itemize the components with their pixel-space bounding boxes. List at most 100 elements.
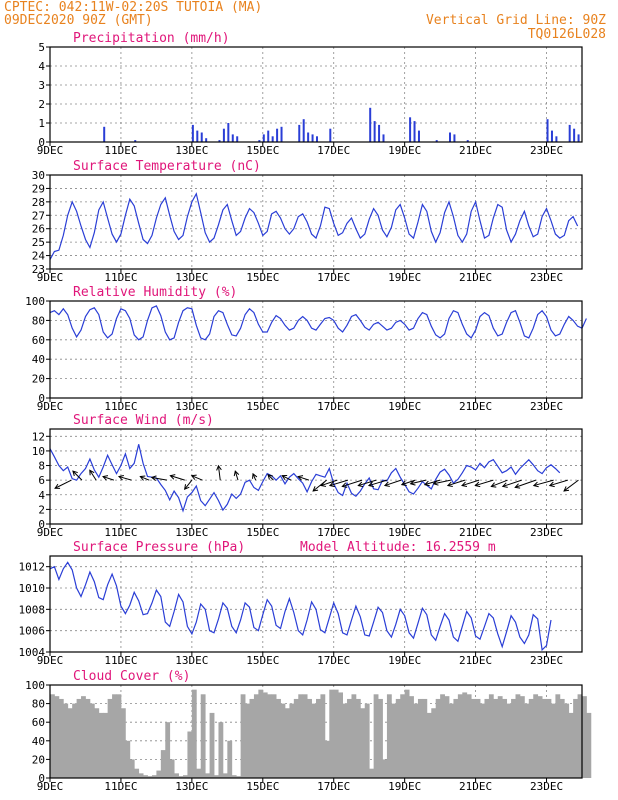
cloud-bar xyxy=(72,703,77,778)
pres-xtick-label: 11DEC xyxy=(104,654,137,667)
cloud-bar xyxy=(360,708,366,778)
cloud-bar xyxy=(462,692,468,778)
rh-xtick-label: 15DEC xyxy=(246,400,279,413)
temp-xtick-label: 15DEC xyxy=(246,271,279,284)
precip-xtick-label: 13DEC xyxy=(175,144,208,157)
precip-bar xyxy=(191,124,194,142)
cloud-bar xyxy=(240,694,246,778)
rh-ytick-label: 100 xyxy=(25,295,45,308)
wind-arrow-shaft xyxy=(384,479,402,487)
precip-bar xyxy=(200,132,203,142)
temp-xtick-label: 17DEC xyxy=(317,271,350,284)
cloud-xtick-label: 15DEC xyxy=(246,780,279,793)
wind-arrow-shaft xyxy=(533,479,554,487)
cloud-bar xyxy=(382,759,388,778)
cloud-bar xyxy=(120,708,126,778)
wind-arrow-shaft xyxy=(502,479,522,487)
precip-bar xyxy=(466,140,469,142)
rh-xtick-label: 11DEC xyxy=(104,400,137,413)
cloud-bar xyxy=(333,689,339,778)
wind-ytick-label: 8 xyxy=(38,460,45,473)
wind-arrow-head xyxy=(383,481,390,487)
model-altitude: Model Altitude: 16.2559 m xyxy=(300,540,496,555)
wind-arrow-head xyxy=(297,475,304,481)
cloud-bar xyxy=(200,694,206,778)
cloud-ytick-label: 80 xyxy=(32,698,45,711)
wind-arrow-head xyxy=(169,474,176,480)
cloud-bar xyxy=(542,698,547,778)
cloud-bar xyxy=(311,703,317,778)
precip-bar xyxy=(546,119,549,142)
cloud-bar xyxy=(63,703,69,778)
precip-bar xyxy=(298,124,301,142)
precip-bar xyxy=(276,128,279,142)
cloud-bar xyxy=(550,703,556,778)
pres-series-line xyxy=(49,561,552,652)
cloud-bar xyxy=(98,712,104,778)
pres-title: Surface Pressure (hPa) xyxy=(73,540,245,555)
wind-arrow-head xyxy=(117,474,124,481)
wind-arrow-shaft xyxy=(563,479,579,492)
temp-title: Surface Temperature (nC) xyxy=(73,159,261,174)
wind-arrow-shaft xyxy=(312,479,327,492)
precip-bar xyxy=(435,140,438,142)
cloud-bar xyxy=(258,689,264,778)
rh-xtick-label: 17DEC xyxy=(317,400,350,413)
wind-arrow-head xyxy=(102,475,109,481)
wind-arrow-head xyxy=(446,481,453,488)
wind-arrow-head xyxy=(139,475,146,481)
cloud-bar xyxy=(245,703,250,778)
cloud-bar xyxy=(276,698,281,778)
cloud-ytick-label: 20 xyxy=(32,753,45,766)
cloud-bar xyxy=(400,694,406,778)
wind-arrow-shaft xyxy=(320,479,338,487)
temp-ytick-label: 25 xyxy=(32,236,45,249)
cloud-bar xyxy=(546,698,552,778)
cloud-bar xyxy=(112,694,117,778)
cloud-bar xyxy=(519,696,525,778)
wind-arrow-shaft xyxy=(410,479,427,485)
precip-bar xyxy=(205,138,208,142)
cloud-bar xyxy=(444,696,450,778)
cloud-bar xyxy=(559,698,565,778)
cloud-bar xyxy=(134,768,140,778)
cloud-bar xyxy=(214,775,219,778)
cloud-bar xyxy=(537,696,543,778)
cloud-xtick-label: 23DEC xyxy=(530,780,563,793)
pres-ytick-label: 1006 xyxy=(19,625,46,638)
cloud-bar xyxy=(196,768,202,778)
cloud-bar xyxy=(511,698,516,778)
cloud-bar xyxy=(298,694,304,778)
wind-ytick-label: 2 xyxy=(38,503,45,516)
cloud-bar xyxy=(129,759,135,778)
precip-bar xyxy=(550,130,553,142)
cloud-xtick-label: 13DEC xyxy=(175,780,208,793)
wind-arrow-shaft xyxy=(140,476,150,481)
temp-xtick-label: 23DEC xyxy=(530,271,563,284)
cloud-bar xyxy=(533,694,539,778)
wind-arrow-shaft xyxy=(184,479,193,490)
precip-bar xyxy=(258,140,261,142)
cloud-bar xyxy=(191,689,197,778)
precip-bar xyxy=(417,130,420,142)
cloud-bar xyxy=(386,694,392,778)
wind-arrow-head xyxy=(423,480,430,487)
wind-arrow-shaft xyxy=(461,479,480,487)
cloud-bar xyxy=(249,698,255,778)
wind-arrow-shaft xyxy=(217,465,221,481)
wind-arrow-head xyxy=(501,482,508,488)
cloud-bar xyxy=(431,708,437,778)
wind-ytick-label: 6 xyxy=(38,474,45,487)
precip-bar xyxy=(373,121,376,142)
wind-arrow-shaft xyxy=(297,476,310,481)
precip-ytick-label: 0 xyxy=(38,136,45,149)
wind-arrow-head xyxy=(563,486,570,492)
cloud-bar xyxy=(267,694,273,778)
cloud-bar xyxy=(81,696,86,778)
rh-xtick-label: 19DEC xyxy=(388,400,421,413)
cloud-bar xyxy=(555,694,561,778)
temp-frame xyxy=(49,174,583,270)
wind-arrow-shaft xyxy=(447,479,466,487)
wind-arrow-shaft xyxy=(72,470,83,481)
precip-ytick-label: 3 xyxy=(38,79,45,92)
